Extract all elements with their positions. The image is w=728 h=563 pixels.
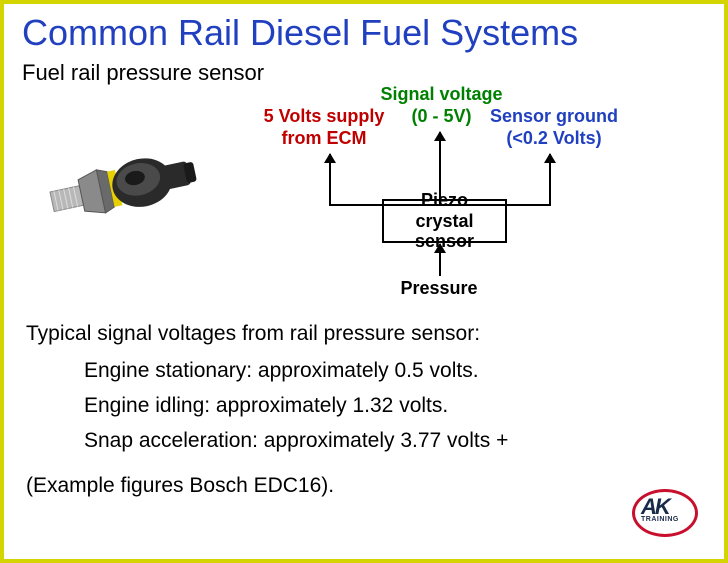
ground-line2: (<0.2 Volts) (506, 128, 601, 148)
logo-ak-text: AK (641, 498, 689, 516)
supply-line2: from ECM (282, 128, 367, 148)
arrow-supply (329, 154, 331, 204)
voltage-line3: Snap acceleration: approximately 3.77 vo… (84, 429, 508, 453)
intro-text: Typical signal voltages from rail pressu… (26, 322, 480, 346)
piezo-box: Piezo crystal sensor (382, 199, 507, 243)
voltage-line1: Engine stationary: approximately 0.5 vol… (84, 359, 479, 383)
slide: Common Rail Diesel Fuel Systems Fuel rai… (0, 0, 728, 563)
arrow-pressure (439, 244, 441, 276)
logo-ellipse: AK TRAINING (632, 489, 698, 537)
signal-line2: (0 - 5V) (411, 106, 471, 126)
logo-inner: AK TRAINING (641, 498, 689, 528)
voltage-line2: Engine idling: approximately 1.32 volts. (84, 394, 448, 418)
signal-line1: Signal voltage (380, 84, 502, 104)
slide-title: Common Rail Diesel Fuel Systems (4, 4, 724, 58)
pressure-label: Pressure (384, 278, 494, 300)
sensor-photo (44, 124, 209, 244)
arrow-ground (549, 154, 551, 204)
ak-training-logo: AK TRAINING (632, 489, 698, 537)
footer-text: (Example figures Bosch EDC16). (26, 474, 334, 498)
ground-label: Sensor ground (<0.2 Volts) (469, 106, 639, 149)
sensor-diagram: 5 Volts supply from ECM Signal voltage (… (234, 84, 664, 304)
box-line1: Piezo crystal (392, 190, 497, 231)
logo-training-text: TRAINING (641, 516, 689, 523)
ground-line1: Sensor ground (490, 106, 618, 126)
